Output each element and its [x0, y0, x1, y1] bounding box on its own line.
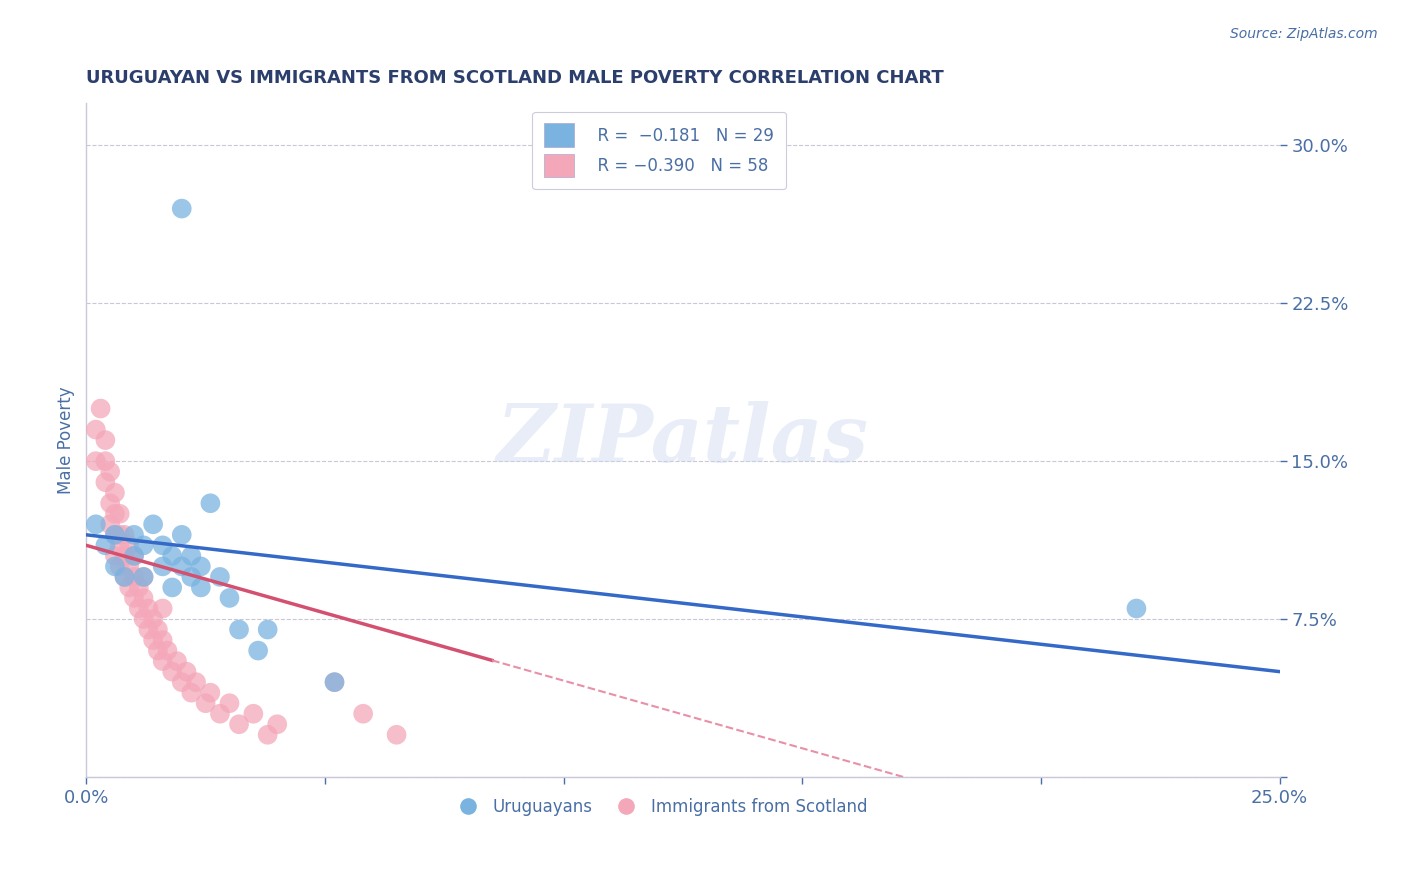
Point	[104, 549, 127, 563]
Point	[108, 507, 131, 521]
Point	[122, 570, 145, 584]
Point	[208, 570, 231, 584]
Point	[146, 623, 169, 637]
Point	[114, 570, 136, 584]
Point	[170, 559, 193, 574]
Point	[132, 570, 155, 584]
Point	[128, 581, 150, 595]
Point	[84, 454, 107, 468]
Point	[152, 633, 174, 648]
Point	[114, 549, 136, 563]
Point	[98, 496, 121, 510]
Point	[104, 559, 127, 574]
Point	[160, 665, 183, 679]
Y-axis label: Male Poverty: Male Poverty	[58, 386, 75, 494]
Point	[176, 665, 198, 679]
Point	[114, 528, 136, 542]
Text: ZIPatlas: ZIPatlas	[496, 401, 869, 479]
Point	[98, 517, 121, 532]
Point	[128, 601, 150, 615]
Point	[208, 706, 231, 721]
Point	[266, 717, 288, 731]
Point	[132, 612, 155, 626]
Legend: Uruguayans, Immigrants from Scotland: Uruguayans, Immigrants from Scotland	[444, 791, 875, 822]
Point	[160, 549, 183, 563]
Point	[323, 675, 346, 690]
Point	[152, 654, 174, 668]
Point	[200, 496, 222, 510]
Point	[170, 528, 193, 542]
Point	[146, 643, 169, 657]
Point	[180, 570, 202, 584]
Text: URUGUAYAN VS IMMIGRANTS FROM SCOTLAND MALE POVERTY CORRELATION CHART: URUGUAYAN VS IMMIGRANTS FROM SCOTLAND MA…	[86, 69, 943, 87]
Point	[247, 643, 270, 657]
Point	[323, 675, 346, 690]
Point	[94, 475, 117, 490]
Point	[142, 633, 165, 648]
Point	[108, 559, 131, 574]
Point	[170, 202, 193, 216]
Point	[132, 538, 155, 552]
Point	[166, 654, 188, 668]
Point	[256, 728, 278, 742]
Point	[122, 528, 145, 542]
Point	[138, 601, 160, 615]
Point	[122, 591, 145, 605]
Point	[104, 528, 127, 542]
Point	[104, 528, 127, 542]
Point	[218, 696, 240, 710]
Point	[156, 643, 179, 657]
Point	[228, 717, 250, 731]
Point	[94, 433, 117, 447]
Point	[1125, 601, 1147, 615]
Point	[170, 675, 193, 690]
Point	[118, 538, 141, 552]
Point	[84, 423, 107, 437]
Point	[138, 623, 160, 637]
Point	[94, 538, 117, 552]
Point	[114, 570, 136, 584]
Point	[98, 465, 121, 479]
Point	[108, 538, 131, 552]
Point	[242, 706, 264, 721]
Point	[118, 581, 141, 595]
Point	[152, 538, 174, 552]
Point	[385, 728, 408, 742]
Point	[228, 623, 250, 637]
Point	[190, 581, 212, 595]
Point	[132, 570, 155, 584]
Point	[218, 591, 240, 605]
Point	[122, 549, 145, 563]
Point	[256, 623, 278, 637]
Point	[122, 549, 145, 563]
Point	[142, 517, 165, 532]
Text: Source: ZipAtlas.com: Source: ZipAtlas.com	[1230, 27, 1378, 41]
Point	[152, 559, 174, 574]
Point	[90, 401, 112, 416]
Point	[352, 706, 374, 721]
Point	[104, 485, 127, 500]
Point	[132, 591, 155, 605]
Point	[190, 559, 212, 574]
Point	[104, 507, 127, 521]
Point	[184, 675, 207, 690]
Point	[94, 454, 117, 468]
Point	[180, 686, 202, 700]
Point	[152, 601, 174, 615]
Point	[200, 686, 222, 700]
Point	[84, 517, 107, 532]
Point	[118, 559, 141, 574]
Point	[108, 528, 131, 542]
Point	[142, 612, 165, 626]
Point	[180, 549, 202, 563]
Point	[160, 581, 183, 595]
Point	[194, 696, 217, 710]
